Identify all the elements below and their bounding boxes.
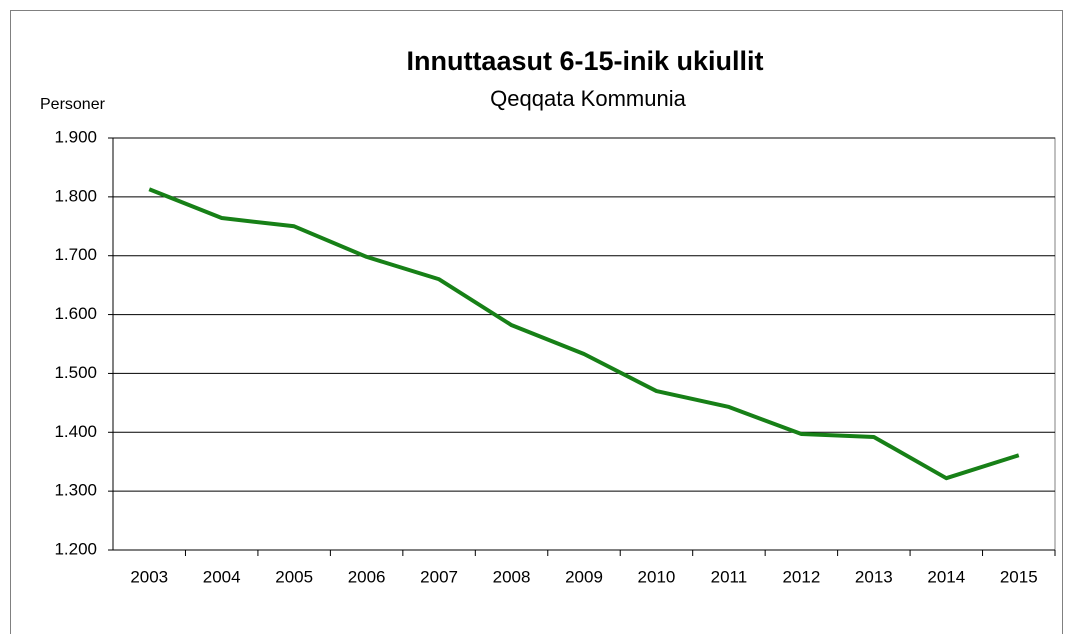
- x-tick-label: 2013: [855, 567, 893, 586]
- x-tick-label: 2004: [203, 567, 241, 586]
- x-tick-label: 2007: [420, 567, 458, 586]
- y-tick-label: 1.600: [54, 304, 97, 323]
- x-tick-label: 2012: [782, 567, 820, 586]
- x-tick-label: 2003: [130, 567, 168, 586]
- y-tick-label: 1.400: [54, 422, 97, 441]
- data-line: [148, 187, 1020, 481]
- y-tick-label: 1.500: [54, 363, 97, 382]
- y-tick-label: 1.200: [54, 539, 97, 558]
- x-tick-label: 2006: [348, 567, 386, 586]
- x-tick-label: 2009: [565, 567, 603, 586]
- x-tick-label: 2011: [711, 567, 748, 586]
- x-tick-label: 2008: [493, 567, 531, 586]
- y-tick-label: 1.700: [54, 245, 97, 264]
- y-axis-label: Personer: [40, 96, 106, 113]
- y-tick-label: 1.800: [54, 186, 97, 205]
- y-tick-label: 1.900: [54, 127, 97, 146]
- chart-subtitle: Qeqqata Kommunia: [490, 86, 686, 111]
- x-tick-label: 2014: [927, 567, 965, 586]
- x-tick-label: 2010: [638, 567, 676, 586]
- plot-area: [112, 137, 1056, 551]
- x-tick-label: 2015: [1000, 567, 1038, 586]
- chart-title: Innuttaasut 6-15-inik ukiullit: [406, 46, 763, 76]
- x-tick-label: 2005: [275, 567, 313, 586]
- y-tick-label: 1.300: [54, 481, 97, 500]
